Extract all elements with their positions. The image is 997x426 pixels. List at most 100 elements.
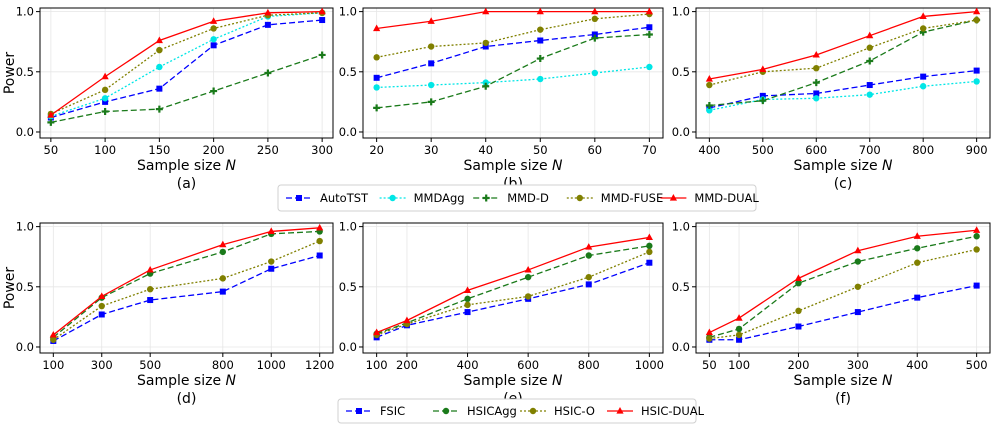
data-point xyxy=(482,39,489,47)
data-point xyxy=(585,243,593,250)
series-autotst xyxy=(47,17,326,121)
legend-label: MMD-D xyxy=(507,191,549,205)
y-tick-label: 0.0 xyxy=(16,340,34,354)
data-point xyxy=(155,36,163,44)
x-tick-label: 60 xyxy=(587,143,602,157)
data-point xyxy=(920,73,927,80)
legend-label: MMD-DUAL xyxy=(694,191,759,205)
legend-marker xyxy=(529,407,537,415)
legend-label: HSIC-O xyxy=(554,404,595,418)
x-tick-label: 150 xyxy=(148,143,170,157)
series-mmd-fuse xyxy=(706,16,980,89)
data-point xyxy=(537,75,544,83)
series-line xyxy=(376,251,650,336)
y-tick-label: 0.0 xyxy=(16,125,34,139)
legend-hsic: FSIC HSICAgg HSIC-O HSIC-DUAL xyxy=(337,398,705,424)
x-tick-label: 30 xyxy=(424,143,439,157)
data-point xyxy=(706,107,713,114)
data-point xyxy=(464,309,471,316)
legend-box xyxy=(337,398,697,424)
series-line xyxy=(709,10,977,80)
data-point xyxy=(813,64,820,72)
data-point xyxy=(47,118,55,126)
data-point xyxy=(705,75,713,82)
y-tick-label: 0.5 xyxy=(339,65,357,79)
data-point xyxy=(812,79,820,87)
data-point xyxy=(914,294,921,301)
data-point xyxy=(316,252,323,259)
x-tick-label: 20 xyxy=(369,143,384,157)
x-tick-label: 1000 xyxy=(635,358,664,372)
data-point xyxy=(973,16,980,24)
data-point xyxy=(101,108,109,116)
x-tick-label: 300 xyxy=(847,358,869,372)
data-point xyxy=(646,63,653,71)
data-point xyxy=(591,34,599,42)
data-point xyxy=(210,87,218,95)
legend-entry: MMD-FUSE xyxy=(566,191,663,205)
series-line xyxy=(709,248,977,340)
x-axis-label: Sample size N xyxy=(137,158,237,174)
data-point xyxy=(524,265,532,273)
y-tick-label: 0.0 xyxy=(672,125,690,139)
panel-c: 400 500 600 700 800 900 0.0 0.5 1.0 Sample size N… xyxy=(672,5,991,192)
data-point xyxy=(524,293,532,300)
y-tick-label: 0.5 xyxy=(672,280,690,294)
data-point xyxy=(585,252,592,259)
data-point xyxy=(973,78,980,85)
x-tick-label: 40 xyxy=(478,143,493,157)
legend-label: HSICAgg xyxy=(467,404,517,418)
legend-entry: HSICAgg xyxy=(433,404,517,418)
series-line xyxy=(53,254,320,342)
series-mmd-fuse xyxy=(47,9,326,118)
x-tick-label: 200 xyxy=(203,143,225,157)
legend-marker xyxy=(669,194,677,201)
data-point xyxy=(591,31,598,38)
x-axis-label: Sample size N xyxy=(793,373,893,389)
data-point xyxy=(591,15,599,23)
data-point xyxy=(854,309,861,316)
series-line xyxy=(52,227,320,336)
data-point xyxy=(813,95,820,102)
series-line xyxy=(376,245,650,335)
x-tick-label: 250 xyxy=(257,143,279,157)
x-tick-label: 50 xyxy=(702,358,717,372)
data-point xyxy=(210,42,217,49)
data-point xyxy=(373,74,380,81)
series-hsic-dual xyxy=(373,233,653,336)
axes-frame xyxy=(695,7,991,139)
data-point xyxy=(102,98,109,105)
data-point xyxy=(973,233,980,240)
x-tick-label: 500 xyxy=(966,358,988,372)
x-tick-label: 300 xyxy=(91,358,113,372)
x-tick-label: 100 xyxy=(42,358,64,372)
data-point xyxy=(919,25,927,32)
y-tick-label: 0.5 xyxy=(672,65,690,79)
legend-label: MMD-FUSE xyxy=(601,191,663,205)
data-point xyxy=(264,69,272,77)
y-axis-label: Power xyxy=(2,52,18,95)
legend-entry: HSIC-DUAL xyxy=(607,404,705,418)
data-point xyxy=(813,90,820,97)
data-point xyxy=(210,25,217,32)
data-point xyxy=(373,54,380,61)
x-tick-label: 50 xyxy=(44,143,59,157)
data-point xyxy=(156,85,163,92)
series-hsic-dual xyxy=(705,226,981,336)
y-tick-label: 0.5 xyxy=(16,280,34,294)
data-point xyxy=(759,65,767,72)
data-point xyxy=(973,67,980,74)
legend-marker xyxy=(576,194,583,202)
data-point xyxy=(735,325,743,333)
data-point xyxy=(646,242,653,250)
series-line xyxy=(709,19,977,86)
data-point xyxy=(464,301,471,309)
x-tick-label: 600 xyxy=(805,143,827,157)
data-point xyxy=(147,297,154,304)
x-tick-label: 50 xyxy=(533,143,548,157)
series-mmdagg xyxy=(47,9,326,120)
data-point xyxy=(866,57,874,65)
data-point xyxy=(98,292,106,300)
